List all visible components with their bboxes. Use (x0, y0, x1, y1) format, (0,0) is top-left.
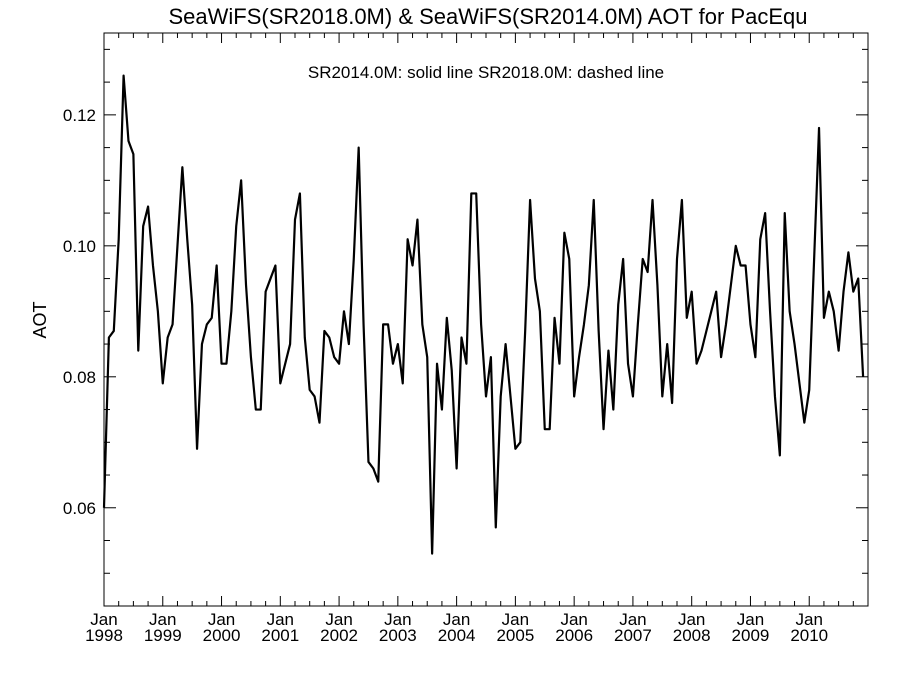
x-tick-label-year: 2010 (790, 626, 828, 645)
x-tick-label-month: Jan (502, 610, 529, 629)
x-tick-label-year: 2007 (614, 626, 652, 645)
series-layer (102, 74, 865, 555)
y-axis: 0.06 0.08 0.10 0.12 (63, 48, 868, 607)
x-tick-label-year: 2000 (203, 626, 241, 645)
y-tick-label: 0.10 (63, 237, 96, 256)
x-tick-label-month: Jan (737, 610, 764, 629)
series-line-sr2014 (102, 74, 865, 555)
x-tick-label-year: 2004 (438, 626, 476, 645)
x-axis: Jan1998Jan1999Jan2000Jan2001Jan2002Jan20… (85, 33, 854, 645)
x-tick-label-year: 2009 (732, 626, 770, 645)
x-tick-label-year: 2003 (379, 626, 417, 645)
chart-title: SeaWiFS(SR2018.0M) & SeaWiFS(SR2014.0M) … (168, 4, 807, 29)
x-tick-label-year: 2001 (261, 626, 299, 645)
y-tick-label: 0.06 (63, 499, 96, 518)
y-tick-label: 0.12 (63, 106, 96, 125)
x-tick-label-year: 2002 (320, 626, 358, 645)
x-tick-label-month: Jan (619, 610, 646, 629)
x-tick-label-year: 2008 (673, 626, 711, 645)
x-tick-label-year: 1998 (85, 626, 123, 645)
x-tick-label-month: Jan (384, 610, 411, 629)
x-tick-label-month: Jan (208, 610, 235, 629)
x-tick-label-year: 2006 (555, 626, 593, 645)
legend-annotation: SR2014.0M: solid line SR2018.0M: dashed … (308, 63, 664, 82)
x-tick-label-month: Jan (90, 610, 117, 629)
y-axis-label: AOT (30, 301, 50, 338)
x-tick-label-year: 1999 (144, 626, 182, 645)
x-tick-label-month: Jan (325, 610, 352, 629)
x-tick-label-month: Jan (149, 610, 176, 629)
x-tick-label-month: Jan (267, 610, 294, 629)
x-tick-label-month: Jan (443, 610, 470, 629)
y-tick-label: 0.08 (63, 368, 96, 387)
x-tick-label-month: Jan (796, 610, 823, 629)
x-tick-label-month: Jan (678, 610, 705, 629)
x-tick-label-month: Jan (560, 610, 587, 629)
x-tick-label-year: 2005 (496, 626, 534, 645)
